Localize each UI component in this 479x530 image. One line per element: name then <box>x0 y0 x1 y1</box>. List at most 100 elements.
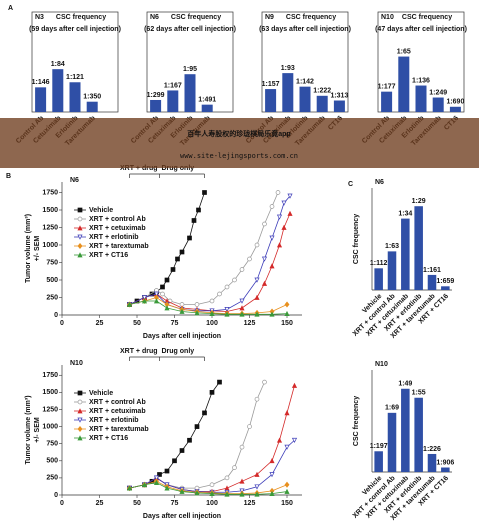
bar <box>427 274 437 290</box>
marker <box>262 221 267 227</box>
x-tick-label: 100 <box>206 320 218 327</box>
value-label: 1:161 <box>423 267 441 274</box>
y-tick-label: 1500 <box>42 389 58 396</box>
marker <box>284 444 290 450</box>
marker <box>179 488 185 494</box>
y-tick-label: 1750 <box>42 372 58 379</box>
marker <box>77 225 83 231</box>
marker <box>224 311 230 317</box>
marker <box>224 475 230 481</box>
chart-label: N6 <box>375 179 384 186</box>
marker <box>239 305 245 311</box>
marker <box>77 207 83 213</box>
value-label: 1:226 <box>423 446 441 453</box>
y-axis-label: CSC frequency <box>353 214 360 264</box>
marker <box>269 490 275 496</box>
y-axis-label: Tumor volume (mm³) <box>25 395 32 464</box>
bar <box>415 85 427 112</box>
x-axis-label: Days after cell injection <box>143 513 221 520</box>
value-label: 1:29 <box>412 198 426 205</box>
chart-title: CSC frequency <box>402 14 452 21</box>
series-line <box>129 297 288 314</box>
bar <box>374 268 383 290</box>
value-label: 1:63 <box>385 243 399 250</box>
series-line <box>129 300 288 315</box>
marker <box>269 204 275 209</box>
marker <box>269 458 275 464</box>
x-tick-label: 125 <box>244 320 256 327</box>
marker <box>276 242 283 248</box>
value-label: 1:197 <box>370 443 388 450</box>
marker <box>164 485 170 491</box>
legend-label: XRT + erlotinib <box>89 417 139 424</box>
bar <box>201 104 213 112</box>
chart-label: N6 <box>70 177 79 184</box>
x-tick-label: 125 <box>244 500 256 507</box>
legend-label: XRT + control Ab <box>89 399 146 406</box>
value-label: 1:49 <box>398 381 412 388</box>
bar <box>69 82 81 112</box>
y-axis-label: +/- SEM <box>34 236 41 262</box>
marker <box>153 298 160 304</box>
series-line <box>129 213 291 312</box>
marker <box>224 307 230 313</box>
x-tick-label: 75 <box>171 500 179 507</box>
marker <box>126 485 133 491</box>
y-tick-label: 1250 <box>42 406 58 413</box>
y-axis-label: Tumor volume (mm³) <box>25 214 32 283</box>
bar <box>427 453 437 472</box>
marker <box>239 267 245 272</box>
marker <box>77 234 83 240</box>
x-tick-label: 150 <box>281 320 293 327</box>
marker <box>239 311 245 317</box>
marker <box>194 310 200 316</box>
marker <box>291 437 298 444</box>
legend-label: XRT + control Ab <box>89 216 146 223</box>
x-tick-label: 150 <box>281 500 293 507</box>
series-line <box>129 482 288 495</box>
panel-letter: A <box>8 5 13 12</box>
value-label: 1:157 <box>262 81 280 88</box>
bar <box>387 412 397 472</box>
marker <box>209 482 215 488</box>
marker <box>77 417 83 423</box>
marker <box>153 475 160 481</box>
marker <box>275 190 281 195</box>
marker <box>254 277 260 283</box>
bar <box>401 218 410 290</box>
x-tick-label: 25 <box>96 320 104 327</box>
chart-label: N6 <box>150 14 159 21</box>
marker <box>284 481 290 488</box>
bar <box>414 397 423 472</box>
legend-label: Vehicle <box>89 207 113 214</box>
marker <box>164 468 170 474</box>
marker <box>209 310 215 316</box>
annotation: XRT + drug <box>120 165 158 172</box>
marker <box>194 302 200 307</box>
marker <box>262 379 267 385</box>
marker <box>284 410 290 416</box>
value-label: 1:69 <box>385 405 399 412</box>
marker <box>196 207 201 213</box>
value-label: 1:65 <box>397 48 411 55</box>
marker <box>239 491 245 497</box>
chart-label: N3 <box>35 14 44 21</box>
marker <box>153 291 160 297</box>
bar <box>282 73 294 112</box>
value-label: 1:299 <box>147 92 165 99</box>
marker <box>254 396 260 402</box>
legend-label: Vehicle <box>89 390 113 397</box>
marker <box>202 190 207 195</box>
banner-title: 百年人寿股权的珍珑棋局乐竟app <box>187 129 290 138</box>
value-label: 1:659 <box>436 278 454 285</box>
marker <box>153 479 160 486</box>
bar <box>432 97 444 112</box>
bar <box>414 206 423 290</box>
bar <box>316 95 328 112</box>
legend-label: XRT + tarextumab <box>89 243 149 250</box>
marker <box>254 484 260 490</box>
value-label: 1:93 <box>281 65 295 72</box>
marker <box>179 308 185 314</box>
marker <box>77 399 83 405</box>
banner-url: www.site-lejingsports.com.cn <box>180 152 298 160</box>
